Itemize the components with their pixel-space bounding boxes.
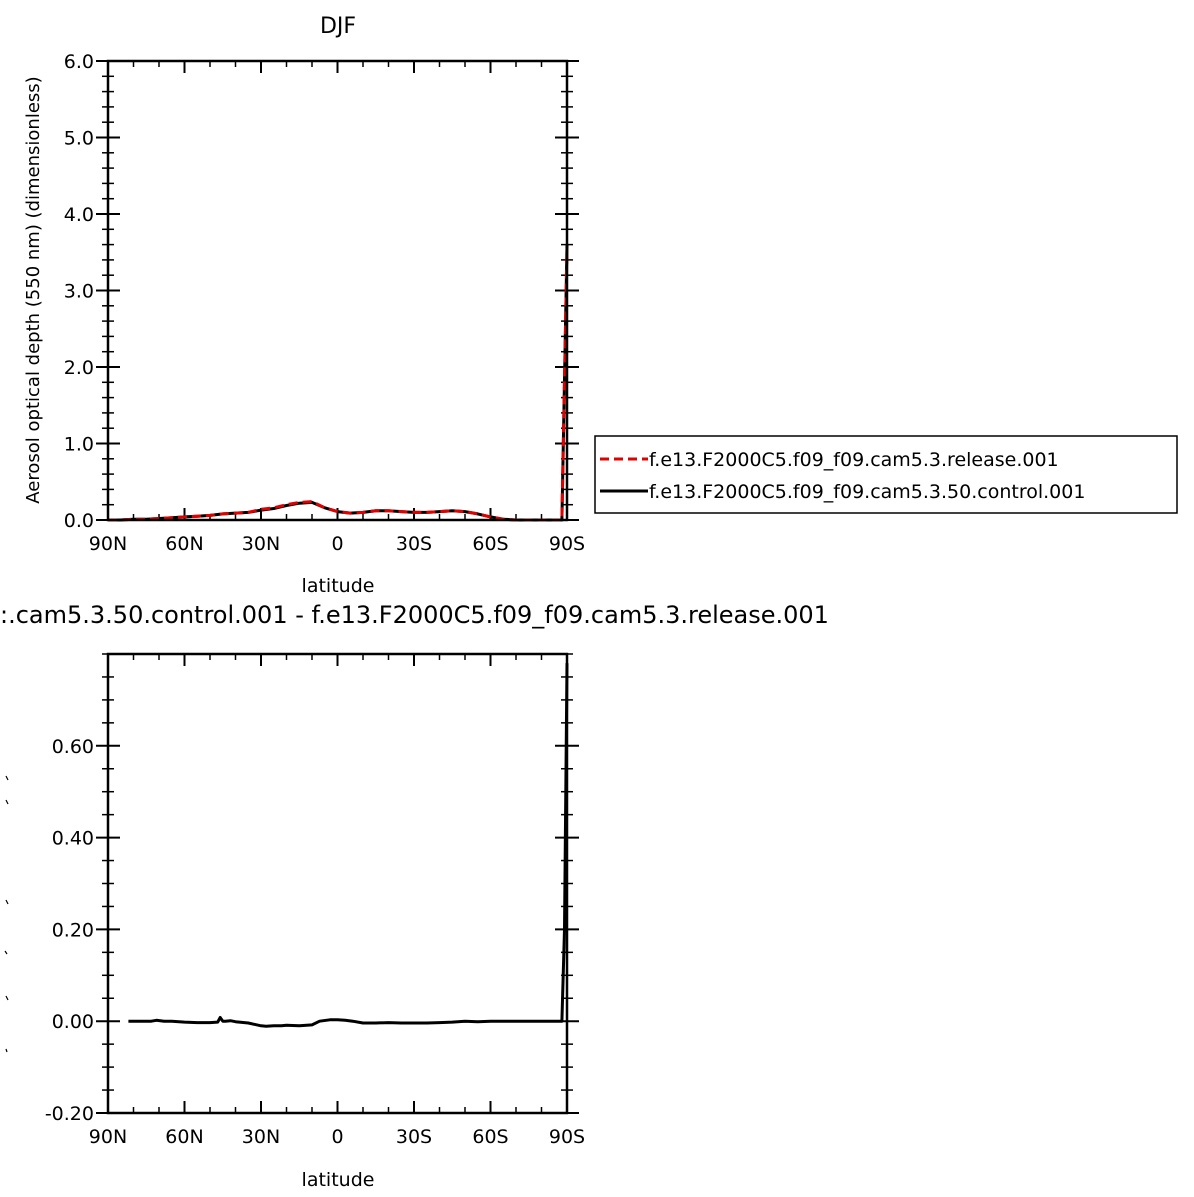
top-series-group — [108, 244, 569, 522]
top-x-tick-label: 60N — [165, 533, 203, 555]
bottom-x-tick-label: 30N — [242, 1126, 280, 1148]
top-y-tick-label: 2.0 — [64, 357, 94, 379]
top-x-tick-label: 90N — [89, 533, 127, 555]
bottom-x-tick-label: 60N — [165, 1126, 203, 1148]
top-title: DJF — [320, 14, 356, 39]
top-y-tick-label: 1.0 — [64, 434, 94, 456]
top-y-axis-label: Aerosol optical depth (550 nm) (dimensio… — [23, 76, 44, 503]
top-plot-frame — [106, 59, 569, 522]
legend-box — [594, 435, 1178, 514]
top-y-tick-label: 5.0 — [64, 128, 94, 150]
top-y-tick-label: 0.0 — [64, 510, 94, 532]
bottom-x-tick-label: 0 — [331, 1126, 343, 1148]
bottom-x-tick-label: 90N — [89, 1126, 127, 1148]
top-x-axis-label: latitude — [302, 575, 375, 597]
bottom-series-line-0 — [128, 663, 569, 1028]
bottom-panel: :.cam5.3.50.control.001 - f.e13.F2000C5.… — [0, 601, 829, 1191]
bottom-y-axis-label-fragments — [4, 775, 9, 1053]
top-y-tick-label: 6.0 — [64, 51, 94, 73]
bottom-x-tick-label: 90S — [549, 1126, 585, 1148]
legend: f.e13.F2000C5.f09_f09.cam5.3.release.001… — [594, 435, 1178, 514]
bottom-plot-frame — [106, 652, 569, 1115]
bottom-series-group — [128, 663, 569, 1028]
top-x-tick-label: 60S — [472, 533, 508, 555]
legend-label-control: f.e13.F2000C5.f09_f09.cam5.3.50.control.… — [649, 481, 1085, 503]
bottom-x-axis-label: latitude — [302, 1169, 375, 1191]
bottom-x-tick-label: 60S — [472, 1126, 508, 1148]
top-x-tick-label: 30N — [242, 533, 280, 555]
bottom-y-tick-label: -0.20 — [45, 1103, 94, 1125]
top-panel: DJF Aerosol optical depth (550 nm) (dime… — [23, 14, 585, 597]
legend-label-release: f.e13.F2000C5.f09_f09.cam5.3.release.001 — [649, 449, 1059, 471]
top-x-tick-label: 90S — [549, 533, 585, 555]
top-series-line-0 — [108, 248, 569, 522]
bottom-y-tick-label: 0.60 — [52, 736, 94, 758]
bottom-title: :.cam5.3.50.control.001 - f.e13.F2000C5.… — [0, 601, 829, 629]
bottom-x-tick-label: 30S — [396, 1126, 432, 1148]
top-series-line-1 — [108, 244, 569, 522]
bottom-y-tick-label: 0.40 — [52, 828, 94, 850]
bottom-ticks: 90N 60N 30N 0 30S 60S 90S -0.20 0.00 0.20 0.40 0.60 — [45, 653, 585, 1148]
top-x-tick-label: 30S — [396, 533, 432, 555]
top-ticks: 90N 60N 30N 0 30S 60S 90S 0.0 1.0 2.0 3.0 4.0 5.0 6.0 — [64, 51, 585, 555]
top-y-tick-label: 4.0 — [64, 204, 94, 226]
top-x-tick-label: 0 — [331, 533, 343, 555]
bottom-y-tick-label: 0.00 — [52, 1011, 94, 1033]
top-y-tick-label: 3.0 — [64, 281, 94, 303]
bottom-y-tick-label: 0.20 — [52, 919, 94, 941]
